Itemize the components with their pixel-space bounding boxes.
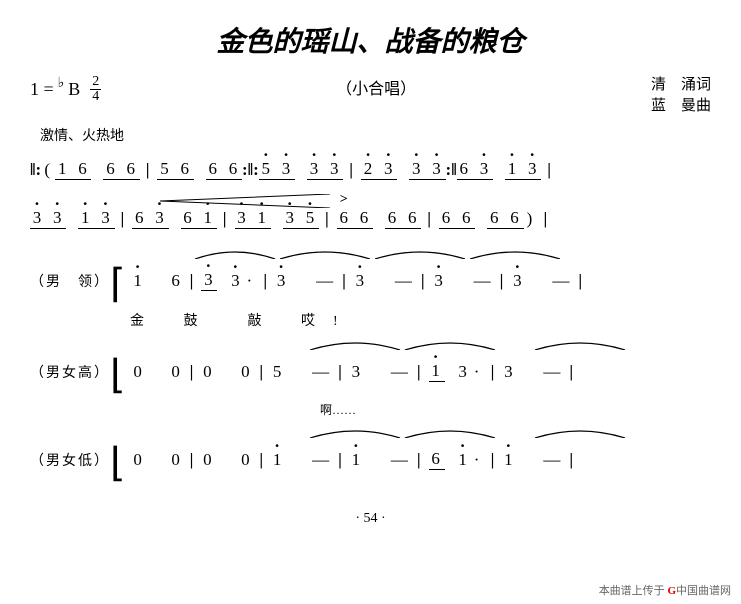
tie-marks-low — [310, 424, 660, 438]
lyrics-high: 啊…… — [320, 401, 711, 418]
key-signature: 1 = ♭ B 24 — [30, 75, 101, 104]
music-line-1: ‖: (1 66 6 | 5 66 6 :‖: 5 33 3 | 2 33 3 … — [30, 159, 711, 180]
sheet-title: 金色的瑶山、战备的粮仓 — [30, 20, 711, 60]
part-lead: （男 领） ⌈ 16 | 33 · | 3— | 3— | 3— | 3— | — [30, 257, 711, 304]
credits: 清 涌词 蓝 曼曲 — [651, 75, 711, 117]
tempo-marking: 激情、火热地 — [40, 125, 711, 145]
music-line-2: 3 31 3 | 6 36 1 | 3 13 5 | 6 66 6 | 6 66… — [30, 208, 711, 229]
subtitle: （小合唱） — [336, 75, 416, 99]
page-number: · 54 · — [30, 511, 711, 527]
watermark: 本曲谱上传于 G中国曲谱网 — [599, 582, 731, 598]
tie-marks-lead — [195, 245, 595, 259]
part-high: （男女高） ⌊ 00 | 00 | 5— | 3— | 13 · | 3— | — [30, 348, 711, 395]
lyrics-lead: 金 鼓 敲 哎! — [130, 310, 711, 330]
part-low: （男女低） ⌊ 00 | 00 | 1— | 1— | 61 · | 1— | — [30, 436, 711, 483]
tie-marks-high — [310, 336, 660, 350]
